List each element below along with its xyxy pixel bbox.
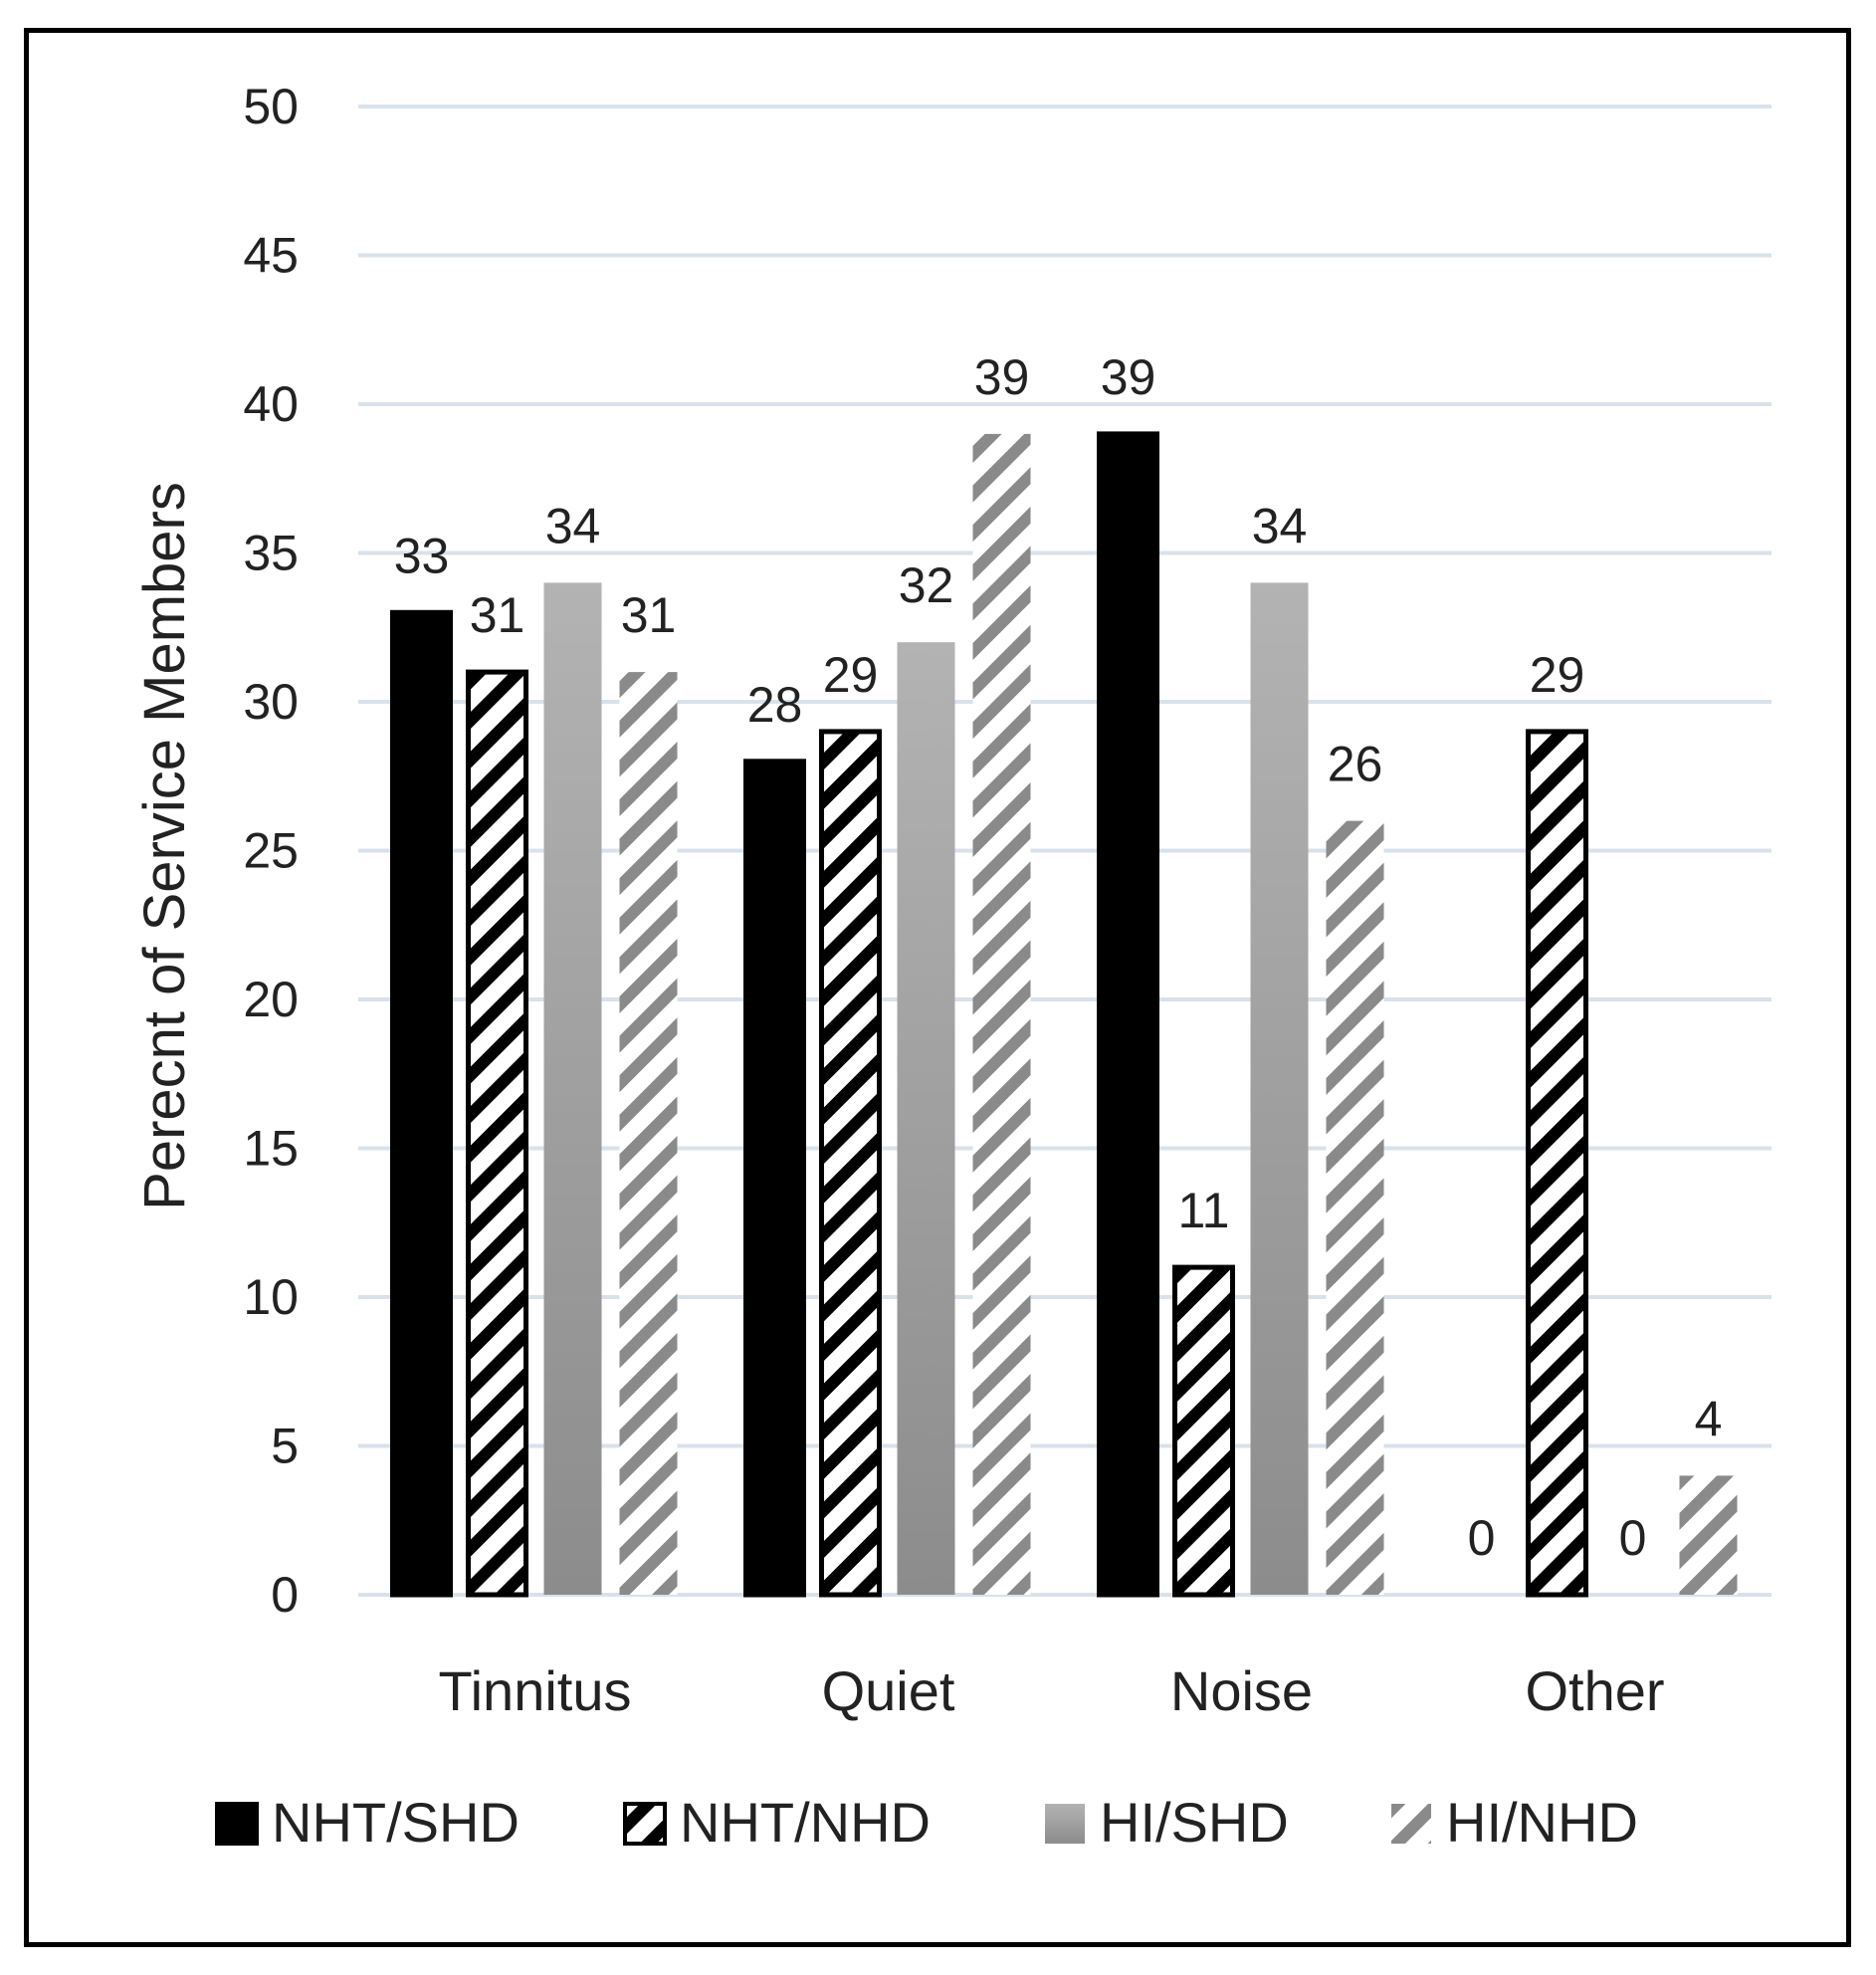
y-tick-label: 40 [243, 376, 299, 432]
legend-swatch-nht-shd [215, 1802, 259, 1846]
x-axis-categories: Tinnitus Quiet Noise Other [438, 1659, 1664, 1722]
bar-hi-shd-tinnitus [543, 582, 602, 1595]
y-tick-label: 25 [243, 823, 299, 879]
bar-nht-shd-tinnitus [390, 609, 453, 1598]
y-tick-label: 45 [243, 228, 299, 284]
legend: NHT/SHD NHT/NHD HI/SHD HI/NHD [215, 1791, 1638, 1854]
data-label-nht-nhd-quiet: 29 [823, 647, 879, 703]
data-labels: 33 31 34 31 28 29 32 39 39 11 34 26 0 29 0 4 [394, 349, 1723, 1566]
bar-nht-nhd-other [1526, 729, 1588, 1598]
bar-hi-nhd-other [1679, 1475, 1738, 1595]
data-label-nht-shd-noise: 39 [1101, 349, 1156, 405]
data-label-hi-shd-other: 0 [1619, 1510, 1647, 1566]
legend-label-hi-shd: HI/SHD [1100, 1791, 1289, 1854]
bar-nht-nhd-tinnitus [466, 669, 528, 1598]
legend-label-nht-shd: NHT/SHD [272, 1791, 520, 1854]
y-tick-label: 35 [243, 526, 299, 581]
y-tick-label: 30 [243, 674, 299, 730]
legend-label-nht-nhd: NHT/NHD [680, 1791, 931, 1854]
bar-hi-nhd-noise [1326, 820, 1384, 1595]
y-axis-title: Perecnt of Service Members [132, 482, 197, 1210]
y-tick-label: 0 [271, 1567, 299, 1623]
data-label-nht-nhd-other: 29 [1530, 647, 1585, 703]
data-label-nht-nhd-tinnitus: 31 [470, 587, 525, 643]
data-label-hi-shd-tinnitus: 34 [545, 498, 601, 553]
category-label-tinnitus: Tinnitus [438, 1659, 631, 1722]
y-tick-label: 5 [271, 1419, 299, 1474]
data-label-hi-shd-quiet: 32 [899, 557, 954, 613]
data-label-hi-nhd-tinnitus: 31 [621, 587, 677, 643]
legend-swatch-hi-nhd [1391, 1804, 1431, 1844]
legend-label-hi-nhd: HI/NHD [1446, 1791, 1638, 1854]
bar-hi-shd-quiet [897, 642, 955, 1595]
category-label-other: Other [1525, 1659, 1664, 1722]
bars [390, 431, 1738, 1598]
y-axis-ticks: 0 5 10 15 20 25 30 35 40 45 50 [243, 79, 299, 1623]
data-label-hi-nhd-noise: 26 [1328, 737, 1383, 792]
y-tick-label: 50 [243, 79, 299, 134]
data-label-nht-shd-quiet: 28 [747, 677, 803, 733]
bar-nht-shd-quiet [743, 759, 806, 1598]
bar-hi-nhd-tinnitus [619, 672, 678, 1595]
category-label-noise: Noise [1170, 1659, 1313, 1722]
legend-swatch-nht-nhd [623, 1802, 667, 1846]
category-label-quiet: Quiet [822, 1659, 955, 1722]
bar-nht-nhd-quiet [819, 729, 882, 1598]
data-label-nht-shd-tinnitus: 33 [394, 528, 450, 583]
y-tick-label: 20 [243, 972, 299, 1027]
bar-nht-shd-noise [1097, 431, 1159, 1598]
data-label-hi-nhd-quiet: 39 [974, 349, 1030, 405]
data-label-hi-nhd-other: 4 [1695, 1391, 1723, 1446]
y-tick-label: 10 [243, 1269, 299, 1325]
bar-nht-nhd-noise [1172, 1264, 1235, 1598]
bar-hi-shd-noise [1250, 582, 1309, 1595]
data-label-nht-shd-other: 0 [1468, 1510, 1496, 1566]
legend-swatch-hi-shd [1045, 1804, 1085, 1844]
data-label-nht-nhd-noise: 11 [1178, 1183, 1230, 1238]
y-tick-label: 15 [243, 1121, 299, 1177]
data-label-hi-shd-noise: 34 [1252, 498, 1308, 553]
bar-hi-nhd-quiet [972, 433, 1031, 1595]
